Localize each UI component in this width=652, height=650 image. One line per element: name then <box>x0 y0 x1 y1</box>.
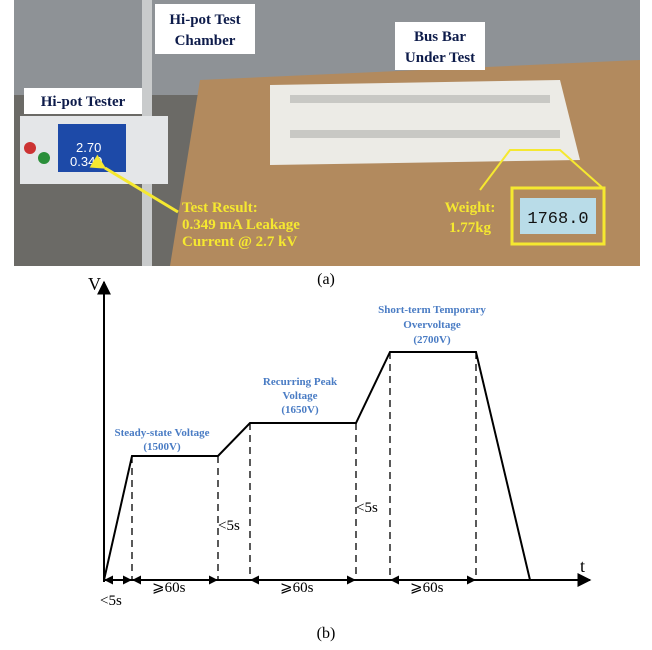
page: Hi-pot test figure {"figure_a": { "chamb… <box>0 0 652 650</box>
stage-label: Voltage <box>282 390 317 402</box>
y-axis-label: V <box>88 274 101 294</box>
stage-label: (1500V) <box>143 441 181 453</box>
caption: (b) <box>317 625 336 642</box>
stage-label: Short-term Temporary <box>378 304 486 316</box>
duration-label: <5s <box>218 518 240 534</box>
x-axis-label: t <box>580 556 585 576</box>
body: 2.70 0.349 Hi-pot Test Chamber Bus Bar U… <box>0 0 652 650</box>
bus-bar-slot <box>290 95 550 103</box>
chamber-label: Hi-pot Test <box>169 12 240 28</box>
weight-label: 1.77kg <box>449 220 492 236</box>
stage-label: Steady-state Voltage <box>114 427 209 439</box>
result-label: Test Result: <box>182 200 258 216</box>
result-label: Current @ 2.7 kV <box>182 234 298 250</box>
stage-label: (2700V) <box>413 334 451 346</box>
duration-label: <5s <box>356 500 378 516</box>
bus-bar <box>270 80 580 165</box>
tester-button <box>38 152 50 164</box>
bus-bar-label: Under Test <box>405 50 475 66</box>
stage-label: Recurring Peak <box>263 376 338 388</box>
result-label: 0.349 mA Leakage <box>182 217 300 233</box>
chamber-label: Chamber <box>175 33 236 49</box>
tester-reading: 2.70 <box>76 140 101 155</box>
bus-bar-slot <box>290 130 560 138</box>
tester-reading: 0.349 <box>70 154 103 169</box>
weight-label: Weight: <box>445 200 496 216</box>
duration-label: ⩾60s <box>410 580 444 596</box>
tester-label: Hi-pot Tester <box>41 94 126 110</box>
tester-button <box>24 142 36 154</box>
stage-label: Overvoltage <box>403 319 461 331</box>
figure: 2.70 0.349 Hi-pot Test Chamber Bus Bar U… <box>0 0 652 650</box>
duration-label: <5s <box>100 593 122 609</box>
stage-label: (1650V) <box>281 404 319 416</box>
photo: 2.70 0.349 Hi-pot Test Chamber Bus Bar U… <box>14 0 640 266</box>
scale-reading: 1768.0 <box>527 210 588 229</box>
duration-label: ⩾60s <box>280 580 314 596</box>
caption: (a) <box>317 271 335 288</box>
duration-label: ⩾60s <box>152 580 186 596</box>
bus-bar-label: Bus Bar <box>414 29 466 45</box>
